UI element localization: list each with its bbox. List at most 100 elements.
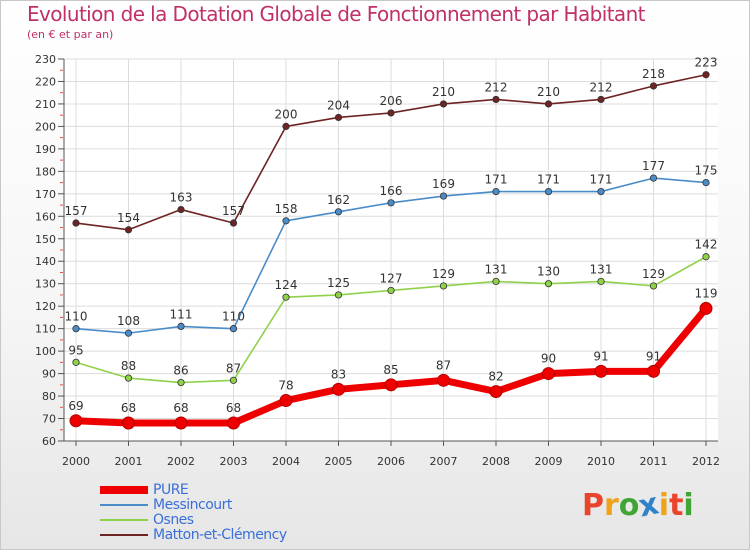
data-point bbox=[282, 217, 290, 225]
data-label: 69 bbox=[68, 399, 83, 413]
data-point bbox=[489, 385, 503, 399]
data-point bbox=[124, 374, 133, 382]
data-label: 130 bbox=[537, 265, 560, 279]
data-point bbox=[72, 358, 80, 366]
y-tick-label: 210 bbox=[35, 98, 56, 111]
y-tick-label: 100 bbox=[35, 345, 56, 358]
data-label: 90 bbox=[541, 352, 556, 366]
data-point bbox=[699, 301, 713, 315]
data-point bbox=[282, 122, 290, 131]
y-tick-label: 200 bbox=[35, 120, 56, 133]
legend-label: Messincourt bbox=[153, 497, 232, 513]
data-point bbox=[544, 280, 553, 288]
chart-title: Evolution de la Dotation Globale de Fonc… bbox=[27, 2, 646, 26]
data-point bbox=[384, 378, 398, 392]
legend-label: Osnes bbox=[153, 512, 194, 528]
y-tick-label: 110 bbox=[35, 323, 56, 336]
data-point bbox=[702, 178, 710, 187]
data-point bbox=[177, 205, 185, 214]
x-tick-label: 2002 bbox=[167, 455, 195, 468]
data-point bbox=[334, 208, 343, 216]
data-label: 206 bbox=[380, 94, 403, 108]
y-tick-label: 180 bbox=[35, 165, 56, 178]
data-point bbox=[332, 382, 345, 396]
x-tick-label: 2000 bbox=[62, 455, 90, 468]
data-label: 124 bbox=[275, 278, 298, 292]
x-tick-label: 2006 bbox=[377, 455, 405, 468]
data-label: 82 bbox=[488, 370, 503, 384]
x-tick-label: 2005 bbox=[325, 455, 353, 468]
y-tick-label: 140 bbox=[35, 255, 56, 268]
data-label: 210 bbox=[537, 85, 560, 99]
logo-letter: P bbox=[582, 488, 604, 523]
data-label: 85 bbox=[383, 363, 398, 377]
data-point bbox=[597, 277, 605, 286]
data-point bbox=[647, 364, 660, 378]
y-tick-label: 90 bbox=[42, 368, 56, 381]
logo-letter: o bbox=[618, 488, 640, 523]
data-label: 163 bbox=[170, 191, 193, 205]
data-label: 204 bbox=[327, 98, 350, 112]
data-label: 157 bbox=[65, 204, 88, 218]
data-label: 154 bbox=[117, 211, 140, 225]
data-label: 88 bbox=[121, 359, 136, 373]
data-point bbox=[437, 373, 450, 387]
data-label: 127 bbox=[380, 271, 403, 285]
data-point bbox=[387, 109, 395, 117]
y-tick-label: 160 bbox=[35, 210, 56, 223]
y-tick-label: 60 bbox=[42, 435, 56, 448]
data-point bbox=[282, 293, 290, 301]
data-label: 68 bbox=[226, 401, 241, 415]
legend-swatch bbox=[100, 486, 148, 494]
data-label: 177 bbox=[642, 159, 665, 173]
data-label: 142 bbox=[695, 238, 718, 252]
data-point bbox=[229, 325, 238, 333]
data-label: 78 bbox=[278, 379, 293, 393]
data-label: 158 bbox=[275, 202, 298, 216]
data-label: 166 bbox=[380, 184, 403, 198]
data-point bbox=[387, 286, 395, 295]
y-tick-label: 70 bbox=[42, 413, 56, 426]
legend-swatch bbox=[100, 519, 148, 521]
legend-label: PURE bbox=[153, 482, 189, 498]
logo-letter: i bbox=[683, 488, 694, 523]
legend-item: Messincourt bbox=[100, 498, 340, 513]
data-label: 129 bbox=[642, 267, 665, 281]
legend-item: PURE bbox=[100, 483, 340, 498]
data-label: 175 bbox=[695, 164, 718, 178]
x-tick-label: 2009 bbox=[535, 455, 563, 468]
data-point bbox=[594, 364, 608, 378]
x-tick-label: 2010 bbox=[587, 455, 615, 468]
x-tick-label: 2007 bbox=[430, 455, 458, 468]
data-point bbox=[174, 416, 188, 430]
x-tick-label: 2008 bbox=[482, 455, 510, 468]
data-point bbox=[334, 113, 343, 122]
data-point bbox=[649, 282, 658, 290]
data-label: 110 bbox=[222, 310, 245, 324]
data-point bbox=[229, 376, 238, 384]
data-label: 131 bbox=[485, 262, 508, 276]
logo-letter: r bbox=[604, 488, 619, 523]
data-label: 108 bbox=[117, 314, 140, 328]
y-tick-label: 170 bbox=[35, 188, 56, 201]
logo-letter: i bbox=[658, 488, 670, 523]
data-label: 218 bbox=[642, 67, 665, 81]
data-label: 212 bbox=[485, 80, 508, 94]
data-label: 212 bbox=[590, 80, 613, 94]
data-point bbox=[597, 95, 605, 104]
data-label: 129 bbox=[432, 267, 455, 281]
y-tick-label: 230 bbox=[35, 53, 56, 66]
x-tick-label: 2004 bbox=[272, 455, 300, 468]
legend-swatch bbox=[100, 534, 148, 536]
data-label: 125 bbox=[327, 276, 350, 290]
legend-item: Matton-et-Clémency bbox=[100, 528, 340, 543]
legend-item: Osnes bbox=[100, 513, 340, 528]
legend-label: Matton-et-Clémency bbox=[153, 527, 287, 543]
data-point bbox=[649, 82, 658, 90]
data-point bbox=[279, 394, 293, 408]
y-tick-label: 80 bbox=[42, 390, 56, 403]
data-label: 87 bbox=[436, 358, 451, 372]
data-point bbox=[544, 100, 553, 108]
x-tick-label: 2011 bbox=[640, 455, 668, 468]
